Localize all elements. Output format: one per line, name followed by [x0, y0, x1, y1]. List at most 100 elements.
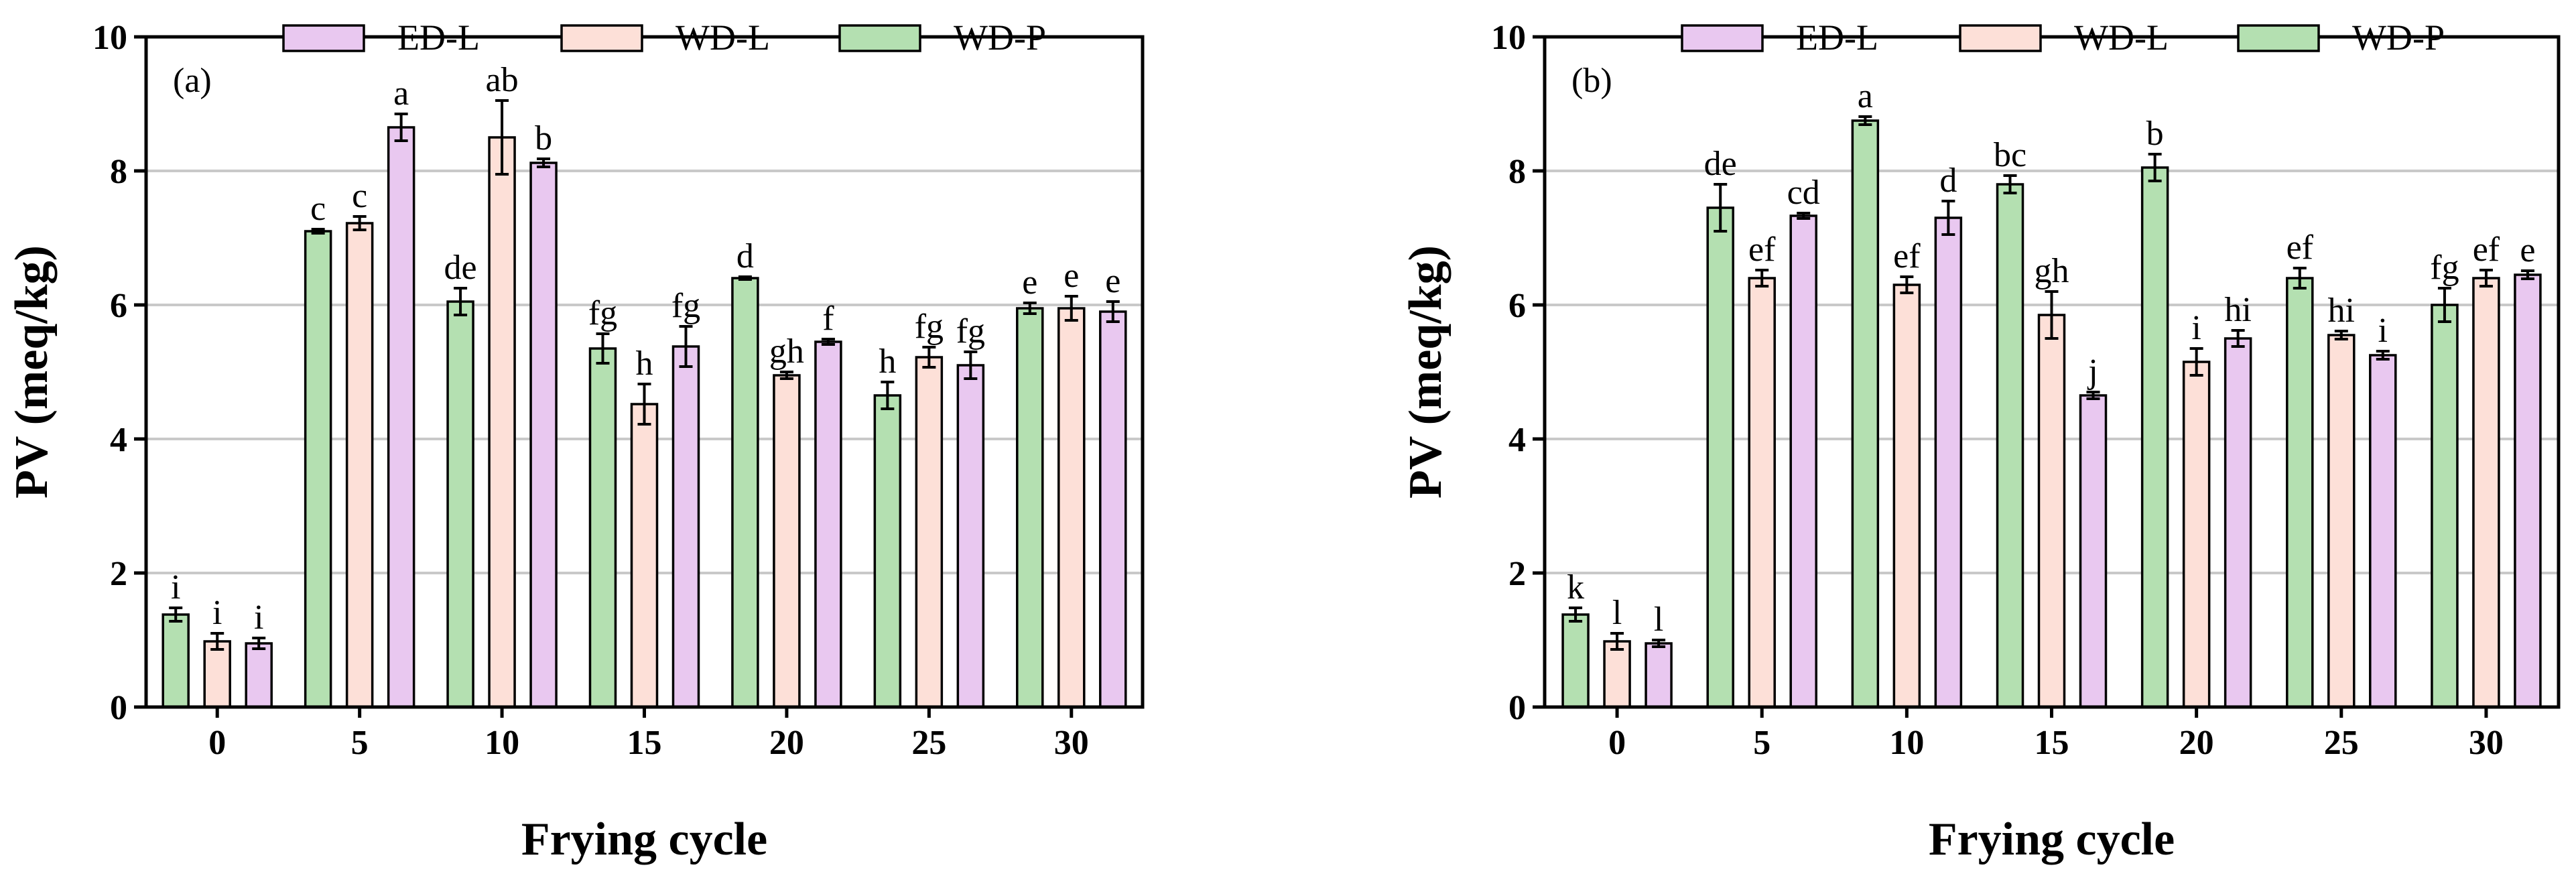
x-tick-label: 30 [2469, 724, 2504, 762]
x-tick-label: 25 [911, 724, 946, 762]
bar [956, 364, 985, 708]
y-tick-label: 8 [1508, 153, 1526, 191]
bar [488, 136, 516, 708]
bar [1603, 640, 1631, 708]
error-bar [1106, 300, 1120, 323]
error-bar [821, 338, 835, 346]
significance-label: ef [2473, 231, 2500, 269]
legend-item: WD-P [2237, 17, 2445, 58]
legend-label: WD-L [2074, 17, 2169, 58]
bar [529, 162, 558, 708]
x-tick-label: 15 [2035, 724, 2069, 762]
bar [1789, 214, 1817, 708]
error-bar [779, 371, 793, 380]
x-tick-label: 30 [1054, 724, 1089, 762]
significance-label: fg [671, 287, 700, 325]
error-bar [1064, 295, 1078, 322]
error-bar [1755, 269, 1769, 288]
significance-label: b [535, 119, 552, 157]
legend-item: WD-P [838, 17, 1046, 58]
error-bar [1652, 639, 1666, 648]
significance-label: ef [1893, 237, 1921, 275]
error-bar [1714, 183, 1728, 233]
significance-label: h [879, 342, 896, 381]
bar [2472, 277, 2500, 708]
significance-label: e [2520, 231, 2535, 269]
error-bar [169, 607, 183, 623]
error-bar [537, 157, 551, 168]
legend-label: WD-L [675, 17, 770, 58]
error-bar [352, 215, 367, 231]
y-tick-label: 4 [110, 421, 127, 459]
bar [2286, 277, 2314, 708]
bar [1057, 307, 1086, 708]
significance-label: i [254, 598, 263, 637]
x-tick-label: 5 [1753, 724, 1770, 762]
bar [1996, 183, 2024, 708]
significance-label: e [1022, 263, 1037, 302]
significance-label: l [1612, 594, 1622, 632]
error-bar [1941, 200, 1955, 236]
bar [1892, 283, 1921, 708]
significance-label: ab [486, 61, 519, 99]
x-tick-label: 20 [769, 724, 804, 762]
error-bar [2003, 174, 2017, 194]
x-tick-label: 0 [1608, 724, 1626, 762]
legend-item: ED-L [1681, 17, 1878, 58]
x-tick-label: 10 [485, 724, 519, 762]
y-tick-label: 6 [110, 287, 127, 325]
error-bar [2334, 330, 2348, 340]
bar [345, 222, 374, 708]
legend-swatch [282, 24, 365, 52]
legend-swatch [1681, 24, 1764, 52]
error-bar [1900, 275, 1914, 294]
bar [203, 640, 231, 708]
error-bar [2479, 269, 2493, 288]
significance-label: l [1654, 600, 1663, 639]
y-tick-label: 0 [1508, 689, 1526, 727]
error-bar [311, 228, 325, 235]
legend: ED-L WD-L WD-P [1681, 17, 2445, 58]
error-bar [2376, 350, 2390, 361]
y-tick-label: 4 [1508, 421, 1526, 459]
significance-label: gh [2035, 252, 2069, 290]
legend-label: WD-P [2352, 17, 2445, 58]
significance-label: cd [1787, 174, 1820, 212]
error-bar [738, 275, 752, 281]
significance-label: a [393, 74, 409, 113]
error-bar [596, 332, 610, 365]
error-bar [1023, 302, 1037, 315]
bar [304, 230, 332, 708]
bar [1099, 310, 1127, 708]
y-tick-label: 6 [1508, 287, 1526, 325]
bar [2037, 314, 2066, 708]
bar [588, 347, 617, 708]
legend-swatch [560, 24, 643, 52]
error-bar [210, 632, 224, 651]
legend: ED-L WD-L WD-P [282, 17, 1046, 58]
legend-item: WD-L [1959, 17, 2169, 58]
significance-label: gh [769, 332, 804, 371]
bar [2327, 334, 2356, 708]
significance-label: i [171, 568, 180, 607]
error-bar [252, 637, 266, 650]
legend-label: ED-L [397, 17, 480, 58]
error-bar [394, 113, 408, 142]
bar [1706, 206, 1734, 708]
error-bar [2148, 153, 2162, 182]
y-tick-label: 10 [92, 19, 127, 57]
y-axis-title: PV (meq/kg) [6, 245, 58, 499]
error-bar [1858, 115, 1872, 126]
bar [2369, 354, 2397, 708]
error-bar [1569, 607, 1583, 623]
y-tick-label: 0 [110, 689, 127, 727]
significance-label: fg [2430, 249, 2459, 287]
legend-swatch [838, 24, 921, 52]
bar [1645, 642, 1673, 708]
significance-label: b [2146, 115, 2164, 153]
significance-label: de [444, 249, 477, 287]
significance-label: ef [1748, 231, 1776, 269]
